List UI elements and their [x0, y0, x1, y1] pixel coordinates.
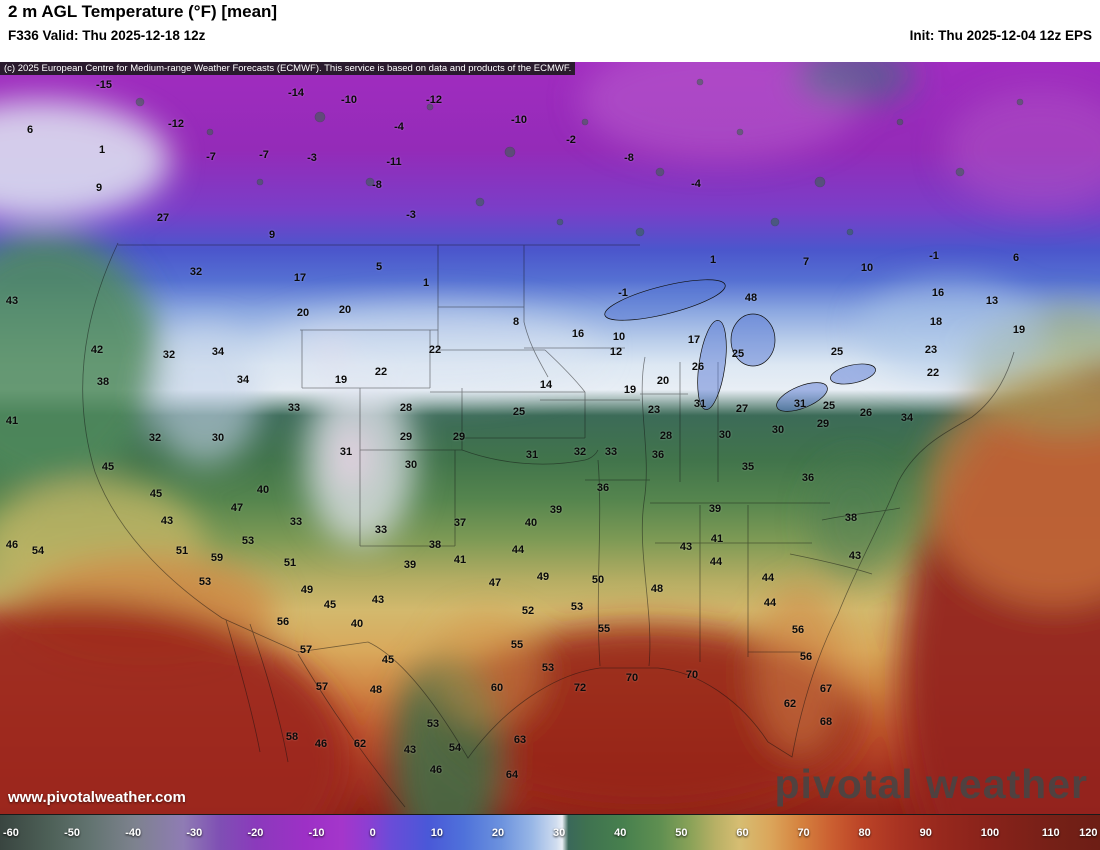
colorbar-tick: 100: [980, 827, 1000, 839]
colorbar-tick: 70: [797, 827, 810, 839]
great-lakes: [604, 279, 876, 412]
colorbar-tick: -50: [64, 827, 81, 839]
colorbar-tick: 10: [430, 827, 444, 839]
colorbar-tick: 80: [858, 827, 871, 839]
colorbar-tick: 40: [614, 827, 627, 839]
colorbar-tick: 0: [369, 827, 376, 839]
init-time: Init: Thu 2025-12-04 12z EPS: [909, 28, 1092, 43]
ecmwf-copyright: (c) 2025 European Centre for Medium-rang…: [0, 62, 576, 75]
colorbar-tick: 30: [553, 827, 566, 839]
colorbar-tick: -40: [125, 827, 142, 839]
page-title: 2 m AGL Temperature (°F) [mean]: [8, 2, 278, 21]
temperature-field: [0, 62, 1100, 814]
map-borders: [82, 242, 1015, 808]
colorbar-tick: -10: [308, 827, 325, 839]
colorbar-tick: -60: [3, 827, 19, 839]
pivotal-weather-logo: pivotal weather: [774, 761, 1088, 807]
valid-time: F336 Valid: Thu 2025-12-18 12z: [8, 28, 206, 43]
colorbar-tick: 110: [1041, 827, 1060, 839]
colorbar-tick: -30: [186, 827, 203, 839]
watermark-url: www.pivotalweather.com: [8, 789, 186, 806]
colorbar-tick: 90: [919, 827, 932, 839]
temperature-colorbar: -60 -50 -40 -30 -20 -10 0 10 20 30 40 50 60 70 80 90 100…: [0, 814, 1100, 850]
colorbar-tick: 20: [491, 827, 505, 839]
colorbar-tick: 60: [736, 827, 749, 839]
temperature-map[interactable]: (c) 2025 European Centre for Medium-rang…: [0, 62, 1100, 814]
colorbar-tick: 50: [675, 827, 688, 839]
colorbar-tick: 120: [1079, 827, 1098, 839]
colorbar-tick: -20: [247, 827, 264, 839]
terrain-speckles: [135, 78, 1024, 237]
